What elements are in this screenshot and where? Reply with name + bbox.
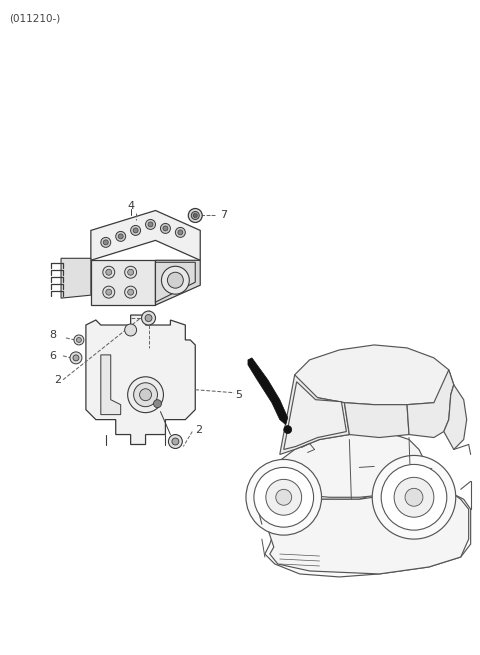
Text: 2: 2 xyxy=(54,375,61,384)
Polygon shape xyxy=(258,479,471,577)
Circle shape xyxy=(266,479,301,515)
Circle shape xyxy=(163,226,168,231)
Polygon shape xyxy=(407,370,454,438)
Circle shape xyxy=(70,352,82,364)
Circle shape xyxy=(145,314,152,322)
Text: 8: 8 xyxy=(49,330,56,340)
Circle shape xyxy=(175,227,185,237)
Circle shape xyxy=(172,438,179,445)
Circle shape xyxy=(254,468,313,527)
Text: 6: 6 xyxy=(49,351,56,361)
Circle shape xyxy=(178,230,183,235)
Circle shape xyxy=(73,355,79,361)
Polygon shape xyxy=(156,262,195,302)
Circle shape xyxy=(116,231,126,241)
Polygon shape xyxy=(101,355,120,415)
Circle shape xyxy=(133,383,157,407)
Circle shape xyxy=(128,269,133,275)
Circle shape xyxy=(131,225,141,235)
Polygon shape xyxy=(284,382,347,449)
Circle shape xyxy=(145,219,156,229)
Circle shape xyxy=(168,434,182,449)
Polygon shape xyxy=(344,403,409,438)
Circle shape xyxy=(76,337,82,343)
Polygon shape xyxy=(260,432,426,497)
Circle shape xyxy=(101,237,111,248)
Polygon shape xyxy=(444,384,467,449)
Polygon shape xyxy=(91,260,156,305)
Circle shape xyxy=(106,269,112,275)
Circle shape xyxy=(168,272,183,288)
Circle shape xyxy=(276,489,292,505)
Circle shape xyxy=(372,455,456,539)
Circle shape xyxy=(284,426,292,434)
Circle shape xyxy=(246,459,322,535)
Circle shape xyxy=(125,267,137,278)
Circle shape xyxy=(188,208,202,223)
Circle shape xyxy=(133,228,138,233)
Circle shape xyxy=(125,324,137,336)
Polygon shape xyxy=(248,358,288,424)
Text: 7: 7 xyxy=(220,210,227,221)
Polygon shape xyxy=(86,315,195,445)
Polygon shape xyxy=(61,258,91,298)
Circle shape xyxy=(103,286,115,298)
Text: 4: 4 xyxy=(127,200,134,210)
Circle shape xyxy=(125,286,137,298)
Polygon shape xyxy=(295,345,454,405)
Circle shape xyxy=(128,377,164,413)
Circle shape xyxy=(405,489,423,506)
Polygon shape xyxy=(156,260,200,305)
Circle shape xyxy=(381,464,447,530)
Circle shape xyxy=(106,289,112,295)
Circle shape xyxy=(103,267,115,278)
Text: 2: 2 xyxy=(195,424,203,434)
Circle shape xyxy=(394,477,434,517)
Circle shape xyxy=(142,311,156,325)
Polygon shape xyxy=(265,491,468,574)
Polygon shape xyxy=(280,375,349,455)
Circle shape xyxy=(161,267,189,294)
Circle shape xyxy=(160,223,170,233)
Circle shape xyxy=(103,240,108,245)
Circle shape xyxy=(192,212,199,219)
Circle shape xyxy=(74,335,84,345)
Circle shape xyxy=(154,400,161,407)
Text: (011210-): (011210-) xyxy=(9,13,60,24)
Circle shape xyxy=(148,222,153,227)
Circle shape xyxy=(140,388,152,401)
Text: 5: 5 xyxy=(235,390,242,400)
Polygon shape xyxy=(91,210,200,260)
Circle shape xyxy=(193,214,197,217)
Circle shape xyxy=(118,234,123,239)
Circle shape xyxy=(128,289,133,295)
